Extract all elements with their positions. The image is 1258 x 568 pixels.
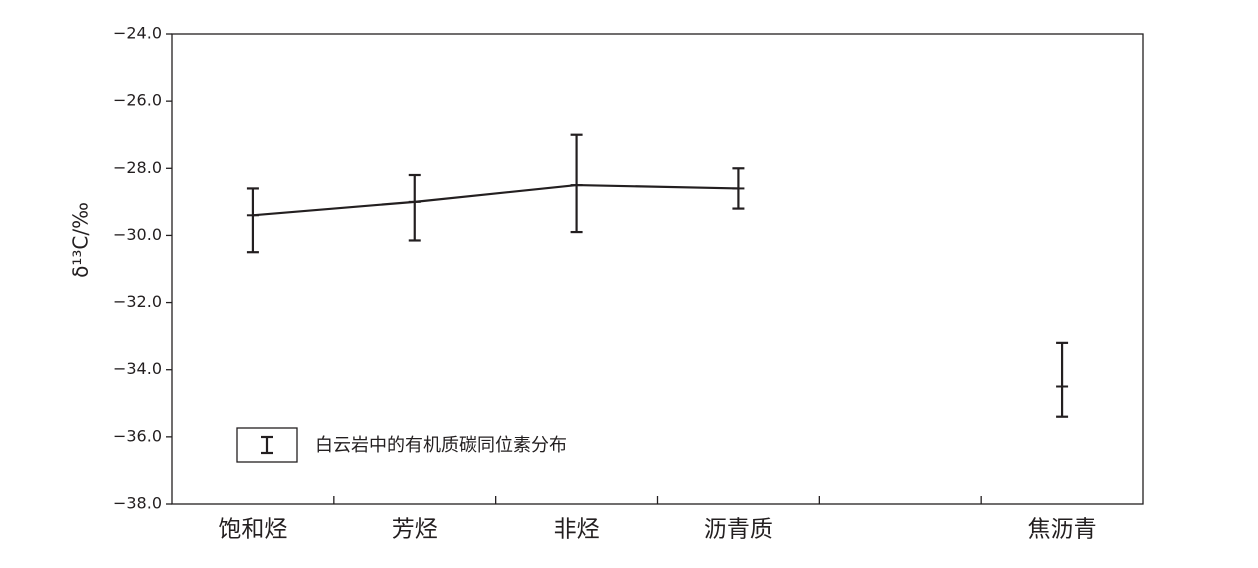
y-axis-label: δ¹³C/‰ — [69, 202, 93, 278]
x-tick-label: 非烃 — [554, 517, 600, 543]
y-tick-label: −24.0 — [113, 24, 162, 43]
y-tick-label: −38.0 — [113, 494, 162, 513]
y-tick-label: −26.0 — [113, 91, 162, 110]
y-tick-label: −32.0 — [113, 292, 162, 311]
x-tick-label: 饱和烃 — [218, 517, 287, 543]
y-tick-label: −28.0 — [113, 158, 162, 177]
legend-box — [236, 427, 298, 463]
y-tick-label: −34.0 — [113, 359, 162, 378]
legend-symbol — [261, 435, 273, 455]
y-tick-label: −36.0 — [113, 426, 162, 445]
y-tick-label: −30.0 — [113, 225, 162, 244]
series-line — [253, 185, 1062, 386]
plot-frame — [171, 33, 1144, 505]
x-tick-label: 芳烃 — [392, 517, 438, 543]
x-tick-label: 焦沥青 — [1028, 517, 1097, 543]
x-tick-label: 沥青质 — [704, 517, 773, 543]
legend-label: 白云岩中的有机质碳同位素分布 — [315, 435, 567, 456]
